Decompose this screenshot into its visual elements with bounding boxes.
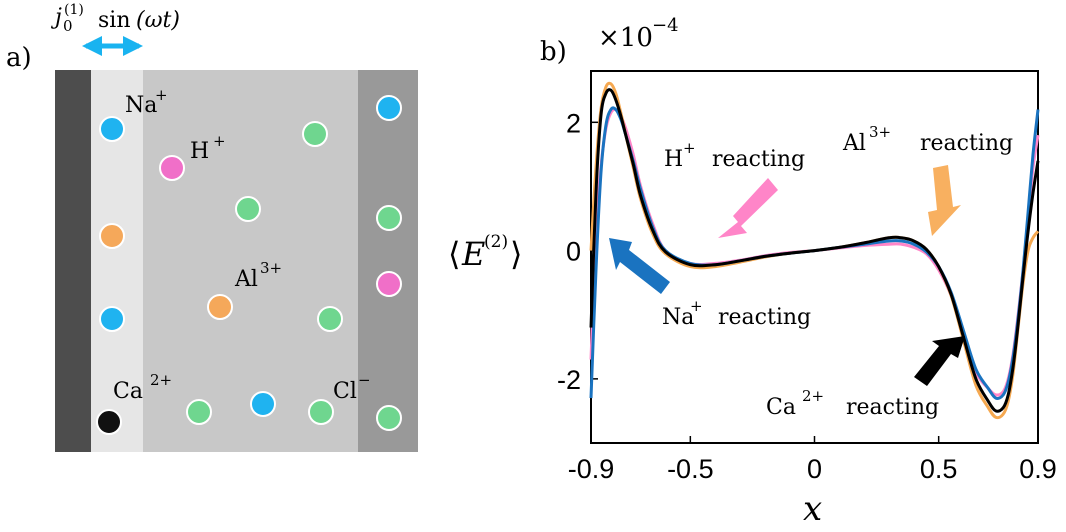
h-annotation-arrow (718, 178, 778, 238)
cl-ion (376, 205, 402, 231)
cl-ion (317, 306, 343, 332)
cl-ion (376, 405, 402, 431)
ca-ion (96, 409, 122, 435)
svg-text:⟨: ⟨ (448, 235, 460, 273)
ion-label-h: H + (190, 132, 226, 164)
panel-a: a) j 0 (1) sin (ωt) Na + H + Al 3+ Ca (6, 2, 418, 452)
svg-text:⟩: ⟩ (510, 235, 522, 273)
x-tick-label: 0.9 (1019, 454, 1057, 484)
y-multiplier: ×10 (598, 23, 653, 53)
svg-text:2+: 2+ (802, 387, 824, 405)
ion-particles (96, 95, 402, 435)
series-lines (589, 81, 1040, 420)
svg-text:+: + (683, 139, 696, 157)
svg-text:H: H (190, 139, 209, 164)
svg-text:+: + (690, 297, 703, 315)
na-annotation-arrow (609, 238, 670, 294)
series-line-3 (589, 88, 1040, 413)
annotation-h: H + reacting (664, 139, 805, 238)
ion-label-na: Na + (125, 86, 168, 118)
svg-text:Ca: Ca (113, 379, 143, 404)
svg-text:reacting: reacting (718, 305, 811, 330)
svg-text:2+: 2+ (150, 371, 172, 389)
al-ion (207, 294, 233, 320)
svg-text:3+: 3+ (869, 123, 891, 141)
current-label: j 0 (1) sin (ωt) (50, 2, 180, 35)
svg-text:Na: Na (662, 305, 694, 330)
svg-text:−: − (358, 371, 371, 389)
h-ion (376, 271, 402, 297)
svg-text:+: + (213, 132, 226, 150)
panel-b-label: b) (540, 37, 567, 67)
cl-ion (235, 196, 261, 222)
na-ion (99, 116, 125, 142)
svg-text:3+: 3+ (260, 259, 282, 277)
svg-text:Al: Al (842, 131, 866, 156)
left-electrode (55, 70, 91, 452)
annotation-ca: Ca 2+ reacting (766, 336, 965, 420)
x-axis-label: x (803, 489, 822, 527)
current-sub: 0 (63, 17, 73, 35)
svg-text:reacting: reacting (920, 131, 1013, 156)
ion-label-al: Al 3+ (234, 259, 282, 292)
panel-b: b) ×10 −4 ⟨ E (2) ⟩ x -0.9 -0.5 0 0.5 0.920-… (448, 15, 1057, 529)
current-sup: (1) (64, 2, 84, 18)
svg-text:(2): (2) (484, 232, 508, 252)
svg-text:Al: Al (234, 267, 258, 292)
y-axis-label: ⟨ E (2) ⟩ (448, 232, 522, 273)
svg-text:E: E (461, 235, 485, 273)
panel-a-label: a) (6, 43, 32, 73)
na-ion (99, 306, 125, 332)
x-tick-label: -0.5 (667, 454, 714, 484)
svg-text:+: + (155, 86, 168, 104)
y-multiplier-exponent: −4 (652, 15, 679, 36)
svg-text:Cl: Cl (333, 379, 357, 404)
cl-ion (308, 399, 334, 425)
svg-text:reacting: reacting (712, 147, 805, 172)
x-tick-label: 0.5 (920, 454, 958, 484)
ion-label-ca: Ca 2+ (113, 371, 172, 404)
ca-annotation-arrow (914, 336, 965, 386)
cl-ion (186, 399, 212, 425)
ion-label-cl: Cl − (333, 371, 371, 404)
y-tick-label: 2 (566, 108, 581, 138)
na-ion (376, 95, 402, 121)
na-ion (250, 391, 276, 417)
h-ion (159, 155, 185, 181)
svg-text:Na: Na (125, 93, 157, 118)
al-ion (99, 223, 125, 249)
cl-ion (302, 121, 328, 147)
current-j: j (50, 5, 62, 30)
current-sin: sin (98, 8, 131, 33)
svg-text:Ca: Ca (766, 395, 796, 420)
annotation-na: Na + reacting (609, 238, 811, 330)
svg-text:reacting: reacting (846, 395, 939, 420)
axis-ticks: -0.9 -0.5 0 0.5 0.9 2 0 -2 (557, 108, 1057, 484)
x-tick-label: -0.9 (568, 454, 615, 484)
y-tick-label: -2 (557, 365, 581, 395)
current-arg: (ωt) (136, 8, 180, 33)
svg-text:H: H (664, 147, 683, 172)
al-annotation-arrow (928, 165, 961, 236)
x-tick-label: 0 (807, 454, 822, 484)
annotation-al: Al 3+ reacting (842, 123, 1013, 236)
right-wall (358, 70, 418, 452)
y-tick-label: 0 (566, 237, 581, 267)
